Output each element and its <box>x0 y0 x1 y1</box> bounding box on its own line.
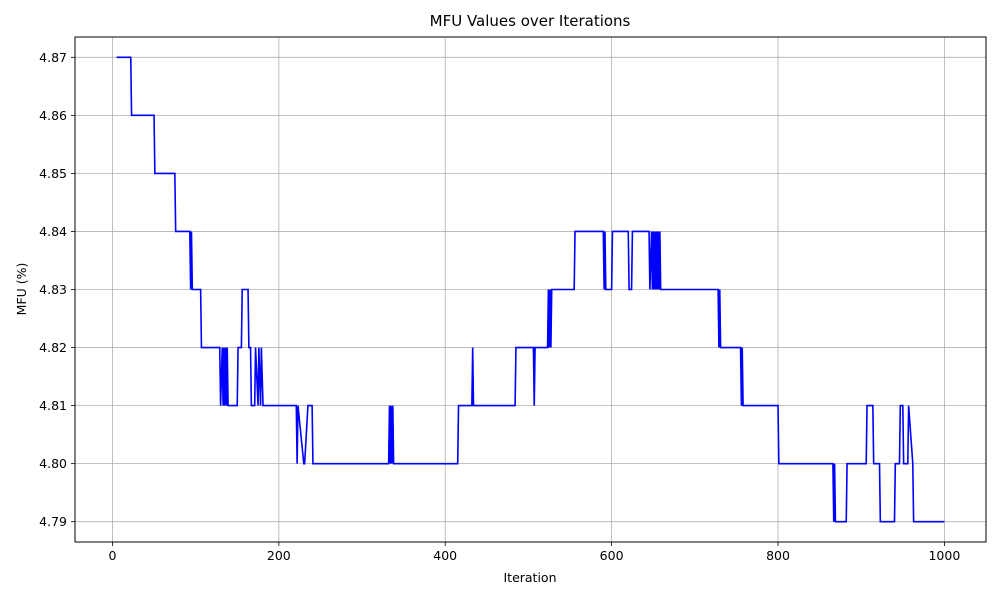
series-line-mfu <box>116 56 945 523</box>
x-tick-label: 400 <box>433 548 457 563</box>
x-tick-label: 600 <box>600 548 624 563</box>
y-axis: 4.79 4.80 4.81 4.82 4.83 4.84 4.85 4.86 4.87 <box>39 50 75 529</box>
y-tick-label: 4.82 <box>39 340 67 355</box>
x-tick-label: 0 <box>108 548 116 563</box>
y-tick-label: 4.85 <box>39 166 67 181</box>
y-tick-label: 4.87 <box>39 50 67 65</box>
x-axis: 0 200 400 600 800 1000 <box>108 542 960 563</box>
y-tick-label: 4.80 <box>39 456 67 471</box>
y-tick-label: 4.79 <box>39 514 67 529</box>
y-tick-label: 4.86 <box>39 108 67 123</box>
y-tick-label: 4.84 <box>39 224 67 239</box>
x-axis-label: Iteration <box>503 570 556 585</box>
grid <box>75 37 986 542</box>
x-tick-label: 800 <box>766 548 790 563</box>
y-tick-label: 4.83 <box>39 282 67 297</box>
y-axis-label: MFU (%) <box>14 263 29 316</box>
x-tick-label: 200 <box>267 548 291 563</box>
chart-title: MFU Values over Iterations <box>430 12 631 30</box>
y-tick-label: 4.81 <box>39 398 67 413</box>
x-tick-label: 1000 <box>928 548 960 563</box>
